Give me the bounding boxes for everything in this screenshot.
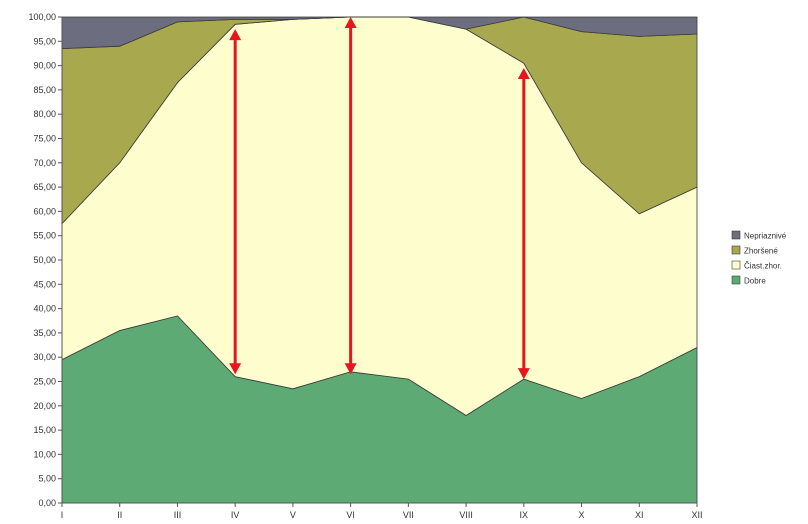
double-arrow-vi bbox=[344, 17, 357, 375]
legend-swatch-nepriaznive bbox=[731, 230, 741, 240]
y-tick-label: 0,00 bbox=[38, 498, 56, 508]
y-tick-label: 55,00 bbox=[33, 231, 56, 241]
legend-label-zhorsene: Zhoršené bbox=[744, 247, 778, 256]
x-tick-label: VI bbox=[346, 510, 355, 520]
y-tick-label: 70,00 bbox=[33, 158, 56, 168]
y-tick-label: 15,00 bbox=[33, 425, 56, 435]
x-tick-label: IV bbox=[231, 510, 240, 520]
x-tick-label: VII bbox=[403, 510, 414, 520]
y-tick-label: 35,00 bbox=[33, 328, 56, 338]
axes: 0,00 5,00 10,00 15,00 20,00 25,00 30,00 35,00 40… bbox=[28, 12, 702, 520]
x-tick-label: IX bbox=[520, 510, 529, 520]
area-nepriaznive bbox=[61, 16, 698, 50]
y-tick-label: 65,00 bbox=[33, 182, 56, 192]
x-tick-label: X bbox=[579, 510, 585, 520]
legend-swatch-ciast-zhor bbox=[731, 260, 741, 270]
y-tick-label: 100,00 bbox=[28, 12, 56, 22]
legend-label-ciast-zhor: Čiast.zhor. bbox=[744, 262, 782, 271]
annotation-arrows bbox=[229, 17, 530, 380]
y-tick-label: 5,00 bbox=[38, 474, 56, 484]
x-tick-label: VIII bbox=[459, 510, 473, 520]
y-tick-label: 80,00 bbox=[33, 109, 56, 119]
legend-swatch-zhorsene bbox=[731, 245, 741, 255]
y-tick-label: 45,00 bbox=[33, 279, 56, 289]
y-tick-label: 25,00 bbox=[33, 377, 56, 387]
y-tick-label: 30,00 bbox=[33, 352, 56, 362]
x-tick-label: XI bbox=[635, 510, 644, 520]
y-tick-label: 50,00 bbox=[33, 255, 56, 265]
x-tick-label: XII bbox=[691, 510, 702, 520]
double-arrow-iv bbox=[229, 29, 242, 375]
x-tick-label: II bbox=[117, 510, 122, 520]
legend: Nepriaznivé Zhoršené Čiast.zhor. Dobre bbox=[731, 230, 787, 286]
legend-label-nepriaznive: Nepriaznivé bbox=[744, 232, 787, 241]
y-tick-label: 75,00 bbox=[33, 134, 56, 144]
x-tick-label: I bbox=[61, 510, 64, 520]
legend-swatch-dobre bbox=[731, 275, 741, 285]
y-tick-label: 90,00 bbox=[33, 61, 56, 71]
legend-label-dobre: Dobre bbox=[744, 277, 766, 286]
double-arrow-ix bbox=[517, 68, 530, 380]
areas bbox=[61, 16, 698, 504]
y-tick-label: 60,00 bbox=[33, 206, 56, 216]
y-tick-label: 20,00 bbox=[33, 401, 56, 411]
x-tick-label: III bbox=[174, 510, 182, 520]
y-tick-label: 95,00 bbox=[33, 36, 56, 46]
y-tick-label: 40,00 bbox=[33, 304, 56, 314]
y-tick-label: 85,00 bbox=[33, 85, 56, 95]
x-tick-label: V bbox=[290, 510, 296, 520]
y-tick-label: 10,00 bbox=[33, 449, 56, 459]
